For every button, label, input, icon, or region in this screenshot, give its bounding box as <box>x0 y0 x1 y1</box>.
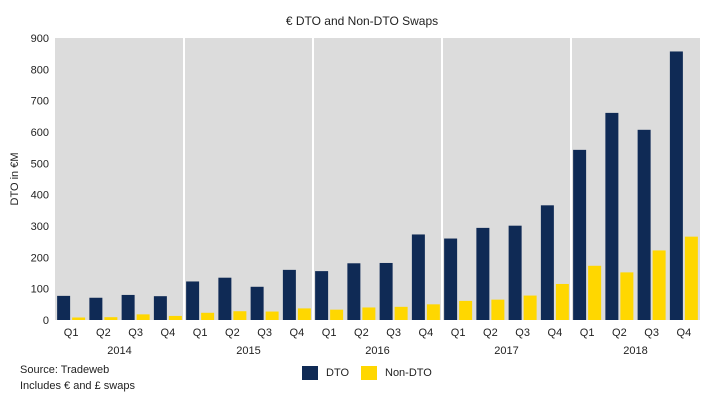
bar-dto <box>282 269 296 320</box>
x-tick-label: Q3 <box>257 327 272 339</box>
bar-non-dto <box>297 308 311 320</box>
bar-non-dto <box>555 283 569 320</box>
bar-non-dto <box>394 306 408 320</box>
bar-dto <box>250 286 264 320</box>
x-tick-label: Q3 <box>644 327 659 339</box>
bar-non-dto <box>362 307 376 320</box>
bar-dto <box>315 271 329 320</box>
bar-non-dto <box>652 250 666 320</box>
bar-dto <box>476 227 490 320</box>
bar-non-dto <box>136 314 150 320</box>
x-tick-label: Q1 <box>64 327 79 339</box>
x-tick-label: Q3 <box>515 327 530 339</box>
x-tick-label: Q1 <box>193 327 208 339</box>
year-label: 2015 <box>236 345 260 357</box>
legend-swatch-non-dto <box>361 366 377 380</box>
year-separators <box>183 38 572 320</box>
bar-non-dto <box>588 265 602 320</box>
x-tick-label: Q2 <box>612 327 627 339</box>
y-tick-label: 300 <box>31 221 49 233</box>
bar-non-dto <box>330 309 344 320</box>
x-tick-label: Q4 <box>548 327 563 339</box>
x-tick-label: Q3 <box>128 327 143 339</box>
y-tick-label: 400 <box>31 190 49 202</box>
y-axis-ticks: 0 100 200 300 400 500 600 700 800 900 <box>31 33 49 327</box>
bar-non-dto <box>201 312 215 320</box>
bar-dto <box>89 297 103 320</box>
bar-dto <box>573 149 587 320</box>
bar-dto <box>669 51 683 321</box>
bar-non-dto <box>265 311 279 320</box>
bar-dto <box>153 296 167 320</box>
y-tick-label: 200 <box>31 252 49 264</box>
bar-non-dto <box>72 317 86 320</box>
x-tick-label: Q2 <box>225 327 240 339</box>
bar-dto <box>57 295 71 320</box>
year-labels: 2014 2015 2016 2017 2018 <box>107 345 647 357</box>
year-label: 2014 <box>107 345 131 357</box>
x-tick-label: Q1 <box>322 327 337 339</box>
chart-title: € DTO and Non-DTO Swaps <box>286 14 438 28</box>
bar-dto <box>186 281 200 320</box>
bar-dto <box>508 225 522 320</box>
x-tick-label: Q4 <box>677 327 692 339</box>
bar-dto <box>347 263 361 320</box>
bar-dto <box>121 294 135 320</box>
bar-non-dto <box>684 236 698 320</box>
bar-dto <box>540 205 554 320</box>
x-tick-label: Q2 <box>354 327 369 339</box>
y-tick-label: 700 <box>31 96 49 108</box>
bar-non-dto <box>426 304 440 320</box>
x-tick-label: Q2 <box>483 327 498 339</box>
bar-dto <box>411 234 425 320</box>
bar-non-dto <box>620 272 634 320</box>
bar-non-dto <box>459 300 473 320</box>
plot-area <box>55 38 700 320</box>
x-tick-label: Q1 <box>451 327 466 339</box>
bar-non-dto <box>168 315 182 320</box>
bar-non-dto <box>523 295 537 320</box>
x-tick-label: Q4 <box>419 327 434 339</box>
year-label: 2018 <box>623 345 647 357</box>
y-tick-label: 600 <box>31 127 49 139</box>
year-label: 2016 <box>365 345 389 357</box>
bar-dto <box>605 112 619 321</box>
bar-non-dto <box>233 311 247 320</box>
x-tick-label: Q4 <box>161 327 176 339</box>
y-axis-label: DTO in €M <box>9 153 21 206</box>
bar-dto <box>218 277 232 320</box>
legend-dto: DTO <box>302 365 349 381</box>
bar-dto <box>379 262 393 320</box>
y-tick-label: 100 <box>31 284 49 296</box>
x-tick-label: Q4 <box>290 327 305 339</box>
bar-dto <box>444 238 458 320</box>
bar-dto <box>637 129 651 320</box>
legend-non-dto: Non-DTO <box>361 365 432 381</box>
bar-non-dto <box>491 299 505 320</box>
y-tick-label: 0 <box>43 315 49 327</box>
x-tick-label: Q1 <box>580 327 595 339</box>
bar-non-dto <box>104 317 118 320</box>
y-tick-label: 500 <box>31 158 49 170</box>
legend-label-dto: DTO <box>326 367 350 379</box>
legend-swatch-dto <box>302 366 318 380</box>
x-axis-labels: Q1 Q2 Q3 Q4 Q1 Q2 Q3 Q4 Q1 Q2 Q3 Q4 Q1 Q2 Q3 Q4 Q1 Q2 Q3 Q4 <box>64 327 691 339</box>
x-tick-label: Q3 <box>386 327 401 339</box>
y-tick-label: 900 <box>31 33 49 45</box>
bars <box>57 51 698 321</box>
source-note: Source: Tradeweb <box>20 364 110 376</box>
year-label: 2017 <box>494 345 518 357</box>
legend-label-non-dto: Non-DTO <box>385 367 432 379</box>
includes-note: Includes € and £ swaps <box>20 380 135 392</box>
y-tick-label: 800 <box>31 64 49 76</box>
x-tick-label: Q2 <box>96 327 111 339</box>
